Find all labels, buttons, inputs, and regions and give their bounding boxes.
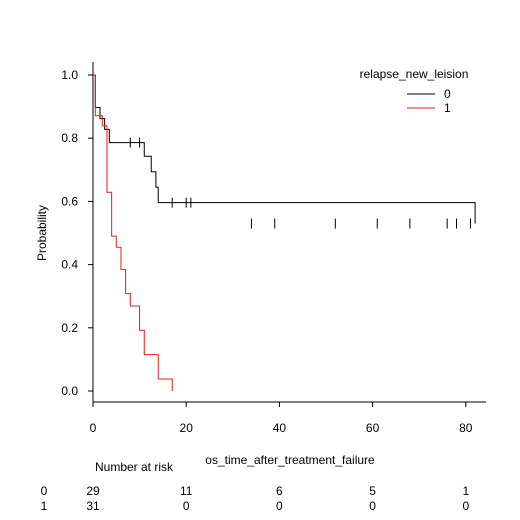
risk-table-title: Number at risk bbox=[95, 460, 174, 474]
y-tick-label: 1.0 bbox=[61, 68, 78, 82]
risk-count: 0 bbox=[462, 499, 469, 513]
x-axis-label: os_time_after_treatment_failure bbox=[205, 453, 375, 467]
survival-curve-group-1 bbox=[93, 74, 173, 391]
risk-count: 6 bbox=[276, 484, 283, 498]
risk-count: 0 bbox=[276, 499, 283, 513]
x-tick-label: 0 bbox=[90, 421, 97, 435]
legend-title: relapse_new_leision bbox=[360, 67, 469, 81]
risk-group-label: 0 bbox=[41, 484, 48, 498]
x-tick-label: 40 bbox=[273, 421, 287, 435]
x-tick-label: 20 bbox=[180, 421, 194, 435]
risk-count: 1 bbox=[462, 484, 469, 498]
x-ticks: 0 20 40 60 80 bbox=[90, 402, 473, 435]
y-axis-label: Probability bbox=[35, 205, 49, 261]
legend: relapse_new_leision 0 1 bbox=[360, 67, 469, 115]
y-tick-label: 0.2 bbox=[61, 321, 78, 335]
risk-count: 11 bbox=[180, 484, 193, 498]
axes bbox=[92, 62, 486, 403]
risk-count: 0 bbox=[369, 499, 376, 513]
risk-group-label: 1 bbox=[41, 499, 48, 513]
y-tick-label: 0.6 bbox=[61, 194, 78, 208]
y-ticks: 0.0 0.2 0.4 0.6 0.8 1.0 bbox=[61, 68, 93, 398]
x-tick-label: 60 bbox=[366, 421, 380, 435]
series-layer bbox=[93, 74, 476, 391]
survival-curve-group-0 bbox=[93, 74, 476, 224]
risk-count: 31 bbox=[86, 499, 100, 513]
risk-count: 5 bbox=[369, 484, 376, 498]
risk-count: 0 bbox=[183, 499, 190, 513]
y-tick-label: 0.4 bbox=[61, 258, 78, 272]
y-tick-label: 0.8 bbox=[61, 131, 78, 145]
legend-label-0: 0 bbox=[444, 87, 451, 101]
risk-table: Number at risk 0 29 11 6 5 11 31 0 0 0 0 bbox=[41, 460, 470, 513]
risk-count: 29 bbox=[86, 484, 100, 498]
legend-label-1: 1 bbox=[444, 101, 451, 115]
y-tick-label: 0.0 bbox=[61, 384, 78, 398]
x-tick-label: 80 bbox=[459, 421, 473, 435]
